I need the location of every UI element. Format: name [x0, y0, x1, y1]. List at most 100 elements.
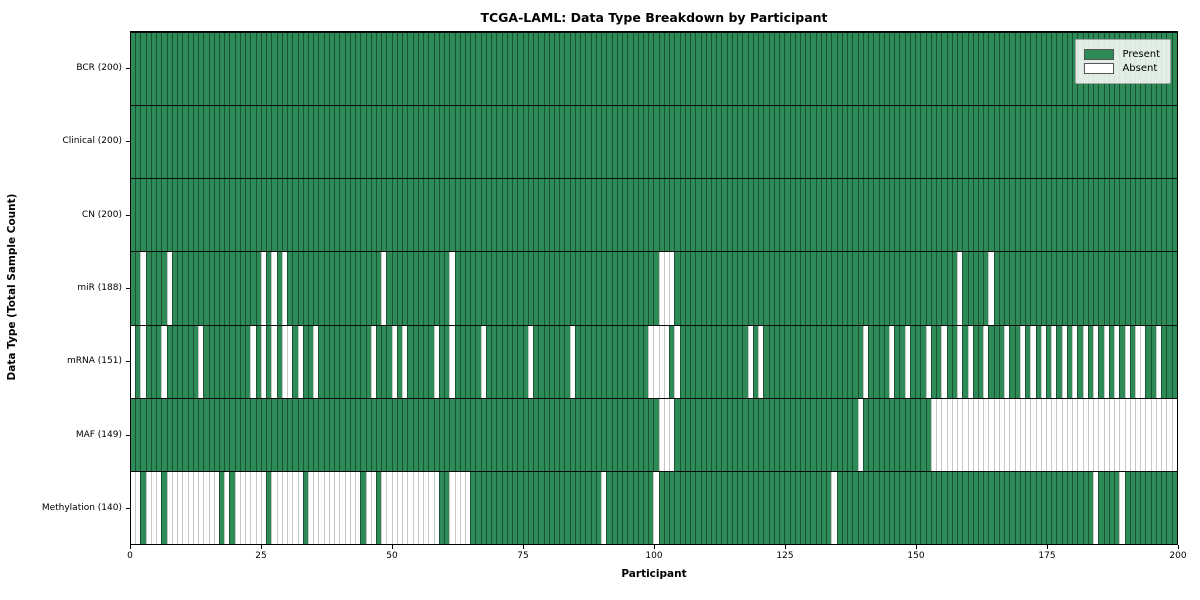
heatmap-cell [690, 398, 696, 471]
heatmap-cell [988, 471, 994, 544]
heatmap-cell [140, 471, 146, 544]
heatmap-cell [376, 471, 382, 544]
heatmap-cell [512, 33, 518, 106]
heatmap-cell [465, 106, 471, 179]
heatmap-cell [841, 33, 848, 106]
heatmap-cell [611, 252, 617, 325]
heatmap-cell [1093, 179, 1099, 252]
heatmap-cell [1108, 471, 1115, 544]
heatmap-cell [328, 179, 335, 252]
heatmap-cell [684, 179, 691, 252]
heatmap-cell [622, 33, 628, 106]
heatmap-cell [977, 471, 984, 544]
heatmap-cell [590, 33, 596, 106]
heatmap-cell [700, 471, 706, 544]
heatmap-cell [847, 106, 853, 179]
heatmap-cell [899, 398, 905, 471]
heatmap-cell [512, 252, 518, 325]
heatmap-cell [208, 471, 214, 544]
heatmap-cell [522, 179, 528, 252]
heatmap-cell [705, 252, 712, 325]
heatmap-cell [784, 33, 790, 106]
heatmap-cell [574, 398, 581, 471]
heatmap-cell [355, 471, 361, 544]
heatmap-cell [297, 471, 303, 544]
xtick-mark [785, 545, 786, 549]
heatmap-cell [977, 325, 984, 398]
heatmap-cell [1124, 252, 1130, 325]
heatmap-cell [595, 471, 602, 544]
heatmap-cell [428, 398, 434, 471]
heatmap-cell [538, 179, 544, 252]
heatmap-cell [768, 33, 774, 106]
heatmap-cell [1171, 33, 1177, 106]
heatmap-cell [1155, 106, 1162, 179]
heatmap-cell [433, 179, 439, 252]
heatmap-cell [983, 398, 989, 471]
heatmap-cell [234, 471, 240, 544]
heatmap-cell [512, 106, 518, 179]
heatmap-cell [595, 398, 602, 471]
heatmap-cell [454, 179, 460, 252]
heatmap-cell [292, 106, 298, 179]
heatmap-cell [873, 398, 879, 471]
heatmap-cell [836, 398, 842, 471]
heatmap-cell [218, 33, 225, 106]
heatmap-cell [951, 179, 958, 252]
heatmap-cell [328, 325, 335, 398]
heatmap-cell [470, 33, 476, 106]
heatmap-cell [323, 252, 329, 325]
heatmap-cell [1046, 252, 1052, 325]
heatmap-cell [1082, 106, 1088, 179]
heatmap-cell [171, 106, 178, 179]
heatmap-cell [496, 179, 502, 252]
heatmap-cell [847, 325, 853, 398]
heatmap-cell [438, 325, 445, 398]
heatmap-cell [601, 33, 607, 106]
heatmap-cell [1051, 471, 1057, 544]
heatmap-cell [287, 33, 293, 106]
heatmap-cell [396, 252, 403, 325]
heatmap-cell [407, 106, 413, 179]
heatmap-cell [564, 471, 570, 544]
heatmap-cell [852, 33, 858, 106]
heatmap-cell [642, 471, 649, 544]
heatmap-cell [957, 471, 963, 544]
heatmap-cell [1046, 471, 1052, 544]
heatmap-cell [983, 179, 989, 252]
heatmap-cell [805, 179, 811, 252]
heatmap-cell [156, 398, 162, 471]
heatmap-cell [1072, 252, 1078, 325]
heatmap-cell [1140, 325, 1146, 398]
heatmap-cell [449, 252, 455, 325]
heatmap-cell [915, 33, 921, 106]
heatmap-cell [1093, 252, 1099, 325]
ytick-label-bcr: BCR (200) [76, 62, 122, 73]
heatmap-cell [156, 325, 162, 398]
heatmap-cell [386, 179, 392, 252]
heatmap-cell [1025, 33, 1031, 106]
heatmap-cell [192, 33, 199, 106]
heatmap-cell [606, 398, 612, 471]
heatmap-cell [1098, 106, 1104, 179]
heatmap-cell [758, 325, 764, 398]
heatmap-cell [1025, 252, 1031, 325]
heatmap-cell [271, 398, 277, 471]
heatmap-cell [255, 179, 261, 252]
heatmap-cell [988, 179, 994, 252]
heatmap-cell [852, 179, 858, 252]
heatmap-cell [868, 252, 874, 325]
heatmap-cell [794, 398, 800, 471]
heatmap-cell [1025, 325, 1031, 398]
heatmap-row-mir [131, 251, 1177, 325]
heatmap-cell [496, 252, 502, 325]
heatmap-cell [506, 106, 513, 179]
heatmap-cell [297, 179, 303, 252]
heatmap-cell [171, 398, 178, 471]
heatmap-cell [156, 179, 162, 252]
heatmap-cell [292, 252, 298, 325]
heatmap-cell [449, 398, 455, 471]
heatmap-cell [1129, 252, 1135, 325]
xtick-label-125: 125 [776, 551, 794, 561]
heatmap-cell [941, 179, 947, 252]
